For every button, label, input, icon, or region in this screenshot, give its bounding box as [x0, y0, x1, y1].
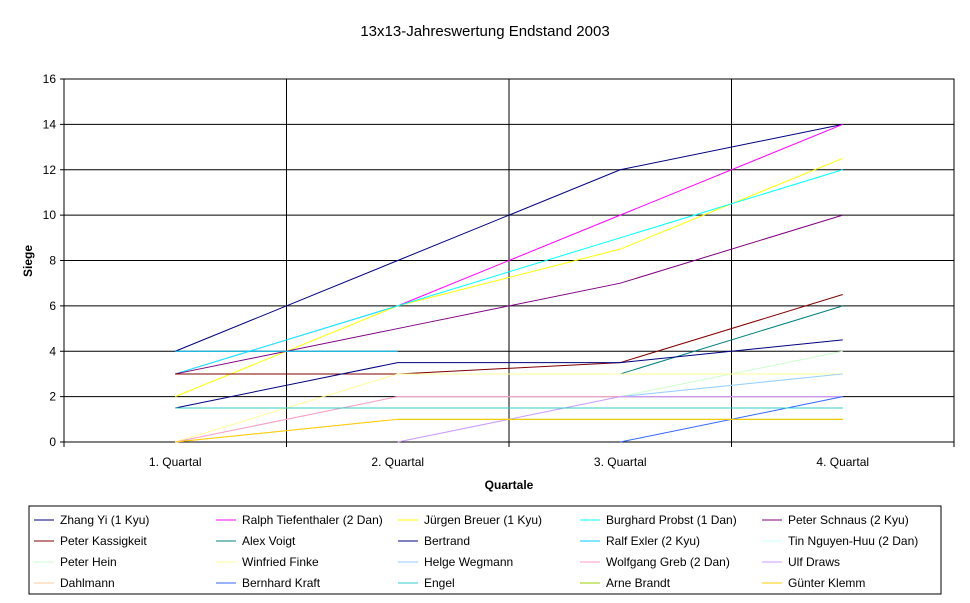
chart-title: 13x13-Jahreswertung Endstand 2003	[360, 23, 609, 40]
legend-label: Ralph Tiefenthaler (2 Dan)	[242, 513, 383, 527]
y-tick-label: 2	[49, 390, 56, 404]
legend-label: Peter Schnaus (2 Kyu)	[788, 513, 909, 527]
series-line-6	[620, 305, 843, 375]
series-line-5	[175, 294, 843, 375]
series-line-14	[397, 396, 843, 443]
y-tick-label: 12	[43, 163, 57, 177]
legend-box	[28, 505, 942, 595]
x-tick-label: 3. Quartal	[594, 455, 647, 469]
y-tick-label: 16	[43, 72, 57, 86]
legend-label: Engel	[424, 576, 455, 590]
y-tick-label: 4	[49, 344, 56, 358]
y-tick-label: 14	[43, 117, 57, 131]
legend-label: Jürgen Breuer (1 Kyu)	[424, 513, 542, 527]
series-line-0	[175, 123, 843, 352]
legend-label: Burghard Probst (1 Dan)	[606, 513, 737, 527]
legend-label: Zhang Yi (1 Kyu)	[60, 513, 149, 527]
x-axis-title: Quartale	[485, 478, 534, 492]
series-line-19	[175, 418, 843, 443]
legend-label: Bertrand	[424, 534, 470, 548]
series-lines	[175, 123, 843, 443]
series-line-7	[175, 339, 843, 409]
y-tick-label: 6	[49, 299, 56, 313]
legend-label: Ulf Draws	[788, 555, 840, 569]
legend-label: Günter Klemm	[788, 576, 865, 590]
legend-label: Winfried Finke	[242, 555, 319, 569]
legend-label: Tin Nguyen-Huu (2 Dan)	[788, 534, 918, 548]
y-tick-label: 8	[49, 254, 56, 268]
x-tick-label: 4. Quartal	[816, 455, 869, 469]
legend: Zhang Yi (1 Kyu) Ralph Tiefenthaler (2 Da…	[28, 505, 942, 595]
x-axis-ticks: 1. Quartal 2. Quartal 3. Quartal 4. Quartal	[63, 442, 955, 469]
legend-label: Peter Kassigkeit	[60, 534, 147, 548]
legend-label: Helge Wegmann	[424, 555, 513, 569]
series-line-12	[620, 373, 843, 398]
y-tick-label: 0	[49, 435, 56, 449]
legend-label: Alex Voigt	[242, 534, 296, 548]
legend-label: Ralf Exler (2 Kyu)	[606, 534, 700, 548]
legend-label: Peter Hein	[60, 555, 117, 569]
y-axis-ticks: 0 2 4 6 8 10 12 14 16	[43, 72, 64, 449]
series-line-3	[175, 169, 843, 375]
legend-label: Bernhard Kraft	[242, 576, 321, 590]
legend-label: Arne Brandt	[606, 576, 671, 590]
x-tick-label: 1. Quartal	[149, 455, 202, 469]
legend-label: Dahlmann	[60, 576, 115, 590]
y-axis-title: Siege	[21, 245, 35, 277]
y-tick-label: 10	[43, 208, 57, 222]
legend-label: Wolfgang Greb (2 Dan)	[606, 555, 730, 569]
x-tick-label: 2. Quartal	[371, 455, 424, 469]
